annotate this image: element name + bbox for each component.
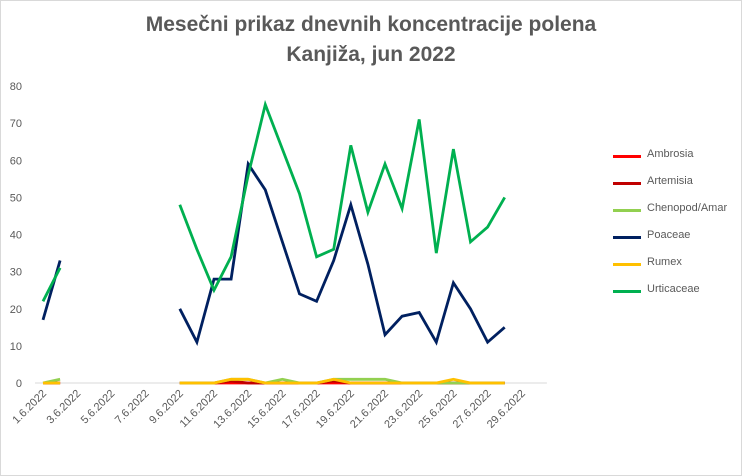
series-line-urticaceae: [178, 99, 506, 294]
legend-label: Artemisia: [647, 175, 693, 187]
x-tick-label: 7.6.2022: [113, 388, 152, 427]
chart-subtitle: Kanjiža, jun 2022: [286, 43, 456, 66]
x-axis-ticks: 1.6.20223.6.20225.6.20227.6.20229.6.2022…: [10, 388, 528, 431]
y-tick-label: 30: [10, 267, 22, 279]
y-tick-label: 70: [10, 118, 22, 130]
y-axis-ticks: 0 10 20 30 40 50 60 70 80: [10, 81, 22, 390]
x-tick-label: 1.6.2022: [10, 388, 49, 427]
series-lines: [41, 99, 506, 385]
legend-swatch: [613, 209, 641, 212]
series-line-rumex: [179, 377, 505, 385]
legend-swatch: [613, 290, 641, 293]
legend-label: Chenopod/Amar: [647, 202, 728, 214]
x-tick-label: 5.6.2022: [79, 388, 118, 427]
legend-swatch: [613, 155, 641, 158]
y-tick-label: 60: [10, 155, 22, 167]
legend-swatch: [613, 236, 641, 239]
series-line-poaceae: [41, 260, 62, 321]
legend-swatch: [613, 182, 641, 185]
chart-title: Mesečni prikaz dnevnih koncentracije pol…: [145, 13, 597, 36]
x-tick-label: 3.6.2022: [45, 388, 84, 427]
y-tick-label: 0: [16, 378, 22, 390]
series-line-urticaceae: [41, 267, 62, 302]
y-tick-label: 40: [10, 230, 22, 242]
legend-label: Ambrosia: [647, 148, 694, 160]
y-tick-label: 20: [10, 304, 22, 316]
series-line-poaceae: [178, 160, 506, 347]
legend-label: Urticaceae: [647, 283, 700, 295]
y-tick-label: 80: [10, 81, 22, 93]
y-tick-label: 10: [10, 341, 22, 353]
legend-label: Poaceae: [647, 229, 691, 241]
legend-swatch: [613, 263, 641, 266]
y-tick-label: 50: [10, 192, 22, 204]
legend-label: Rumex: [647, 256, 682, 268]
